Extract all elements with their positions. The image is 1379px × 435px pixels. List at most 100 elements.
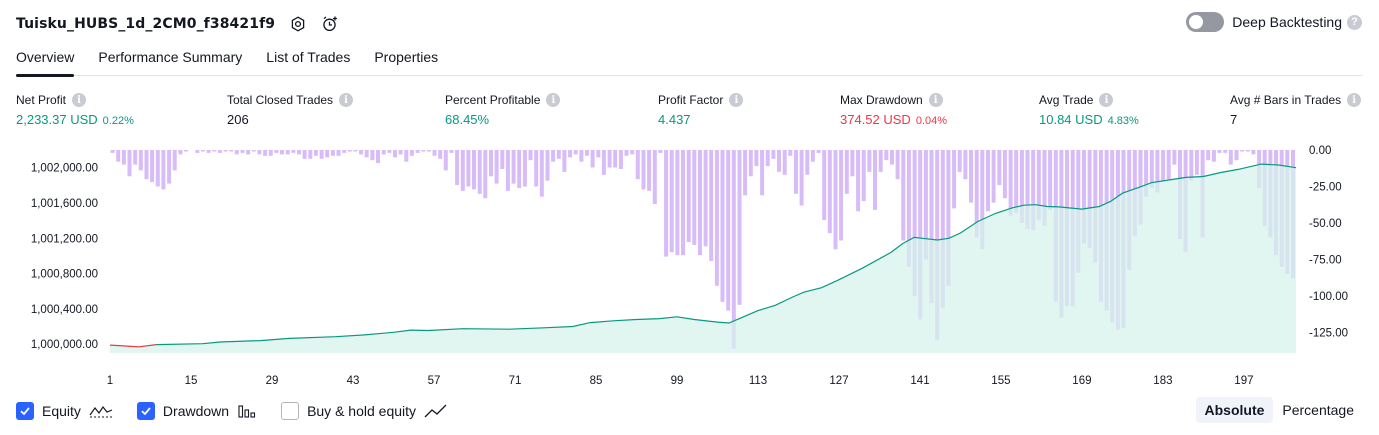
drawdown-bar — [551, 150, 556, 162]
metric-avg-bars: Avg # Bars in Trades i 7 — [1230, 93, 1362, 127]
drawdown-bar — [884, 150, 889, 161]
drawdown-bar — [980, 150, 985, 250]
drawdown-bar — [1036, 150, 1041, 221]
drawdown-bar — [901, 150, 906, 241]
strategy-header: Tuisku_HUBS_1d_2CM0_f38421f9 — [16, 10, 339, 38]
drawdown-bar — [381, 150, 386, 155]
drawdown-bar — [1008, 150, 1013, 216]
drawdown-bar — [387, 150, 392, 153]
info-icon[interactable]: i — [1347, 93, 1362, 107]
drawdown-bar — [376, 150, 380, 164]
drawdown-bar — [251, 150, 256, 152]
left-axis-tick: 1,000,800.00 — [31, 269, 98, 281]
absolute-button[interactable]: Absolute — [1195, 397, 1274, 423]
drawdown-bar — [460, 150, 465, 191]
drawdown-bar — [1217, 150, 1222, 153]
drawdown-bar — [138, 150, 143, 171]
deep-backtesting-toggle[interactable] — [1186, 12, 1225, 32]
drawdown-bar — [692, 150, 697, 245]
drawdown-bar — [596, 150, 601, 158]
info-icon[interactable]: i — [729, 93, 744, 107]
drawdown-bar — [127, 150, 132, 177]
x-axis-tick: 43 — [347, 375, 360, 387]
strategy-title: Tuisku_HUBS_1d_2CM0_f38421f9 — [16, 16, 276, 32]
drawdown-bar — [1048, 150, 1053, 210]
drawdown-bar — [1093, 150, 1098, 263]
drawdown-bar — [449, 150, 454, 153]
info-icon[interactable]: i — [339, 93, 354, 107]
drawdown-bar — [635, 150, 640, 180]
drawdown-bar — [686, 150, 691, 242]
drawdown-bar — [777, 150, 781, 172]
drawdown-bar — [890, 150, 894, 165]
drawdown-bar — [1240, 150, 1245, 152]
drawdown-bar — [364, 150, 369, 158]
alarm-add-icon[interactable] — [321, 15, 339, 33]
buy-hold-checkbox[interactable] — [281, 402, 300, 420]
drawdown-bar — [963, 150, 968, 180]
drawdown-bar — [223, 150, 228, 152]
drawdown-bar — [703, 150, 708, 247]
drawdown-bar — [562, 150, 567, 172]
drawdown-bar — [477, 150, 482, 194]
drawdown-bar — [1031, 150, 1036, 231]
drawdown-bar — [681, 150, 685, 256]
tab-properties[interactable]: Properties — [374, 49, 439, 65]
info-icon[interactable]: i — [1099, 93, 1114, 107]
info-icon[interactable]: i — [928, 93, 943, 107]
drawdown-checkbox[interactable] — [136, 402, 155, 420]
chart-legend: Equity Drawdown Buy & hold equity — [16, 399, 472, 423]
drawdown-bar — [505, 150, 510, 191]
info-icon[interactable]: i — [546, 93, 561, 107]
help-icon[interactable]: ? — [1347, 14, 1362, 30]
drawdown-bar — [539, 150, 544, 197]
info-icon[interactable]: i — [72, 93, 87, 107]
metric-avg-trade: Avg Trade i 10.84 USD 4.83% — [1039, 93, 1139, 127]
drawdown-bar — [370, 150, 375, 161]
drawdown-bar — [647, 150, 652, 191]
tab-overview[interactable]: Overview — [16, 44, 75, 77]
legend-buy-hold[interactable]: Buy & hold equity — [281, 402, 448, 420]
drawdown-bar — [1155, 150, 1160, 193]
equity-loss-line — [109, 344, 157, 348]
equity-checkbox[interactable] — [16, 402, 34, 420]
drawdown-bar — [489, 150, 493, 177]
tab-performance-summary[interactable]: Performance Summary — [98, 49, 243, 65]
drawdown-bar — [1172, 150, 1177, 165]
legend-equity[interactable]: Equity — [16, 402, 113, 420]
drawdown-bar — [658, 150, 663, 153]
drawdown-bar — [799, 150, 804, 206]
display-mode-toggle: Absolute Percentage — [1195, 397, 1364, 423]
drawdown-bar — [669, 150, 674, 253]
gear-icon[interactable] — [289, 15, 307, 33]
drawdown-bar — [1194, 150, 1199, 175]
drawdown-bar — [714, 150, 719, 286]
drawdown-bar — [347, 150, 352, 152]
drawdown-bar — [184, 150, 188, 152]
drawdown-bar — [1166, 150, 1171, 180]
legend-drawdown[interactable]: Drawdown — [136, 402, 257, 420]
percentage-button[interactable]: Percentage — [1282, 402, 1354, 418]
drawdown-bar — [155, 150, 160, 187]
drawdown-bar — [607, 150, 612, 168]
left-axis-tick: 1,001,200.00 — [31, 233, 98, 245]
total-trades-label: Total Closed Trades — [227, 93, 334, 107]
drawdown-bar — [308, 150, 313, 159]
drawdown-bar — [522, 150, 527, 187]
drawdown-bar — [528, 150, 533, 161]
drawdown-bar — [556, 150, 561, 159]
drawdown-bar — [771, 150, 776, 159]
tab-list-of-trades[interactable]: List of Trades — [266, 49, 351, 65]
drawdown-bar — [172, 150, 177, 171]
drawdown-bar — [618, 150, 623, 169]
drawdown-bar — [991, 150, 996, 203]
drawdown-bar — [788, 150, 793, 156]
drawdown-bar — [121, 150, 126, 165]
drawdown-bar — [895, 150, 900, 180]
drawdown-bar — [257, 150, 262, 155]
drawdown-bar — [867, 150, 872, 172]
right-axis-tick: 0.00 — [1309, 145, 1331, 157]
drawdown-bar — [545, 150, 550, 181]
drawdown-bar — [675, 150, 680, 256]
drawdown-bar — [302, 150, 307, 159]
